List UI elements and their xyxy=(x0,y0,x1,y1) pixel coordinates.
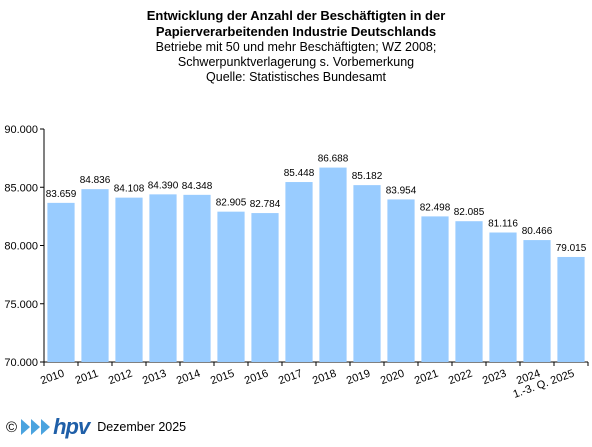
bar-2024 xyxy=(523,240,551,362)
bar-2023 xyxy=(489,232,517,362)
x-tick-label: 2020 xyxy=(379,368,406,388)
data-label: 84.390 xyxy=(148,180,179,191)
data-label: 82.905 xyxy=(216,198,247,209)
x-tick-label: 2023 xyxy=(481,368,508,388)
x-tick-label: 2012 xyxy=(107,368,134,388)
bar-2010 xyxy=(47,202,75,362)
x-tick-label: 2011 xyxy=(74,368,100,387)
x-tick-label: 2022 xyxy=(447,368,474,388)
bar-2011 xyxy=(81,189,109,362)
footer: © hpv Dezember 2025 xyxy=(6,414,186,440)
bar-2013 xyxy=(149,194,177,362)
chart-subtitle-line-2: Schwerpunktverlagerung s. Vorbemerkung xyxy=(177,55,415,69)
bar-2021 xyxy=(421,216,449,362)
x-tick-label: 2019 xyxy=(345,368,372,388)
bar-2012 xyxy=(115,197,143,362)
data-label: 82.085 xyxy=(454,207,485,218)
chart-title-block: Entwicklung der Anzahl der Beschäftigten… xyxy=(0,8,592,85)
data-label: 84.836 xyxy=(80,175,111,186)
y-tick-label: 70.000 xyxy=(4,357,38,369)
bar-1-3-Q-2025 xyxy=(557,256,585,362)
data-label: 80.466 xyxy=(522,226,553,237)
bar-2022 xyxy=(455,221,483,362)
y-tick-label: 75.000 xyxy=(4,299,38,311)
data-label: 84.348 xyxy=(182,181,213,192)
x-tick-label: 2014 xyxy=(175,368,202,388)
data-label: 86.688 xyxy=(318,154,349,165)
data-label: 82.784 xyxy=(250,199,281,210)
data-label: 82.498 xyxy=(420,202,451,213)
y-tick-label: 80.000 xyxy=(4,241,38,253)
data-label: 85.448 xyxy=(284,168,315,179)
y-tick-label: 85.000 xyxy=(4,182,38,194)
x-tick-label: 2013 xyxy=(141,368,168,388)
x-tick-label: 2018 xyxy=(311,368,338,388)
x-tick-label: 2021 xyxy=(413,368,440,388)
bar-2017 xyxy=(285,182,313,362)
x-tick-label: 2010 xyxy=(39,368,66,388)
chart-title-line-1: Entwicklung der Anzahl der Beschäftigten… xyxy=(146,8,446,23)
x-tick-label: 2017 xyxy=(277,368,304,388)
data-label: 84.108 xyxy=(114,184,145,195)
bar-2020 xyxy=(387,199,415,362)
x-tick-label: 2016 xyxy=(243,368,270,388)
bar-2019 xyxy=(353,185,381,362)
copyright-symbol: © xyxy=(6,418,18,436)
data-label: 83.659 xyxy=(46,189,77,200)
x-tick-label: 2015 xyxy=(209,368,236,388)
data-label: 85.182 xyxy=(352,171,383,182)
y-tick-label: 90.000 xyxy=(4,124,38,136)
chart-title-line-2: Papierverarbeitenden Industrie Deutschla… xyxy=(155,24,437,39)
bar-2016 xyxy=(251,213,279,362)
bar-2018 xyxy=(319,167,347,362)
bar-2015 xyxy=(217,211,245,362)
chart-source-line: Quelle: Statistisches Bundesamt xyxy=(206,70,386,84)
bar-2014 xyxy=(183,194,211,362)
data-label: 79.015 xyxy=(556,243,587,254)
data-label: 83.954 xyxy=(386,185,417,196)
footer-date: Dezember 2025 xyxy=(97,420,187,434)
chart-subtitle-line-1: Betriebe mit 50 und mehr Beschäftigten; … xyxy=(155,40,437,54)
hpv-logo-arrows-icon xyxy=(21,419,51,435)
data-label: 81.116 xyxy=(488,218,518,229)
hpv-logo-text: hpv xyxy=(53,414,90,439)
